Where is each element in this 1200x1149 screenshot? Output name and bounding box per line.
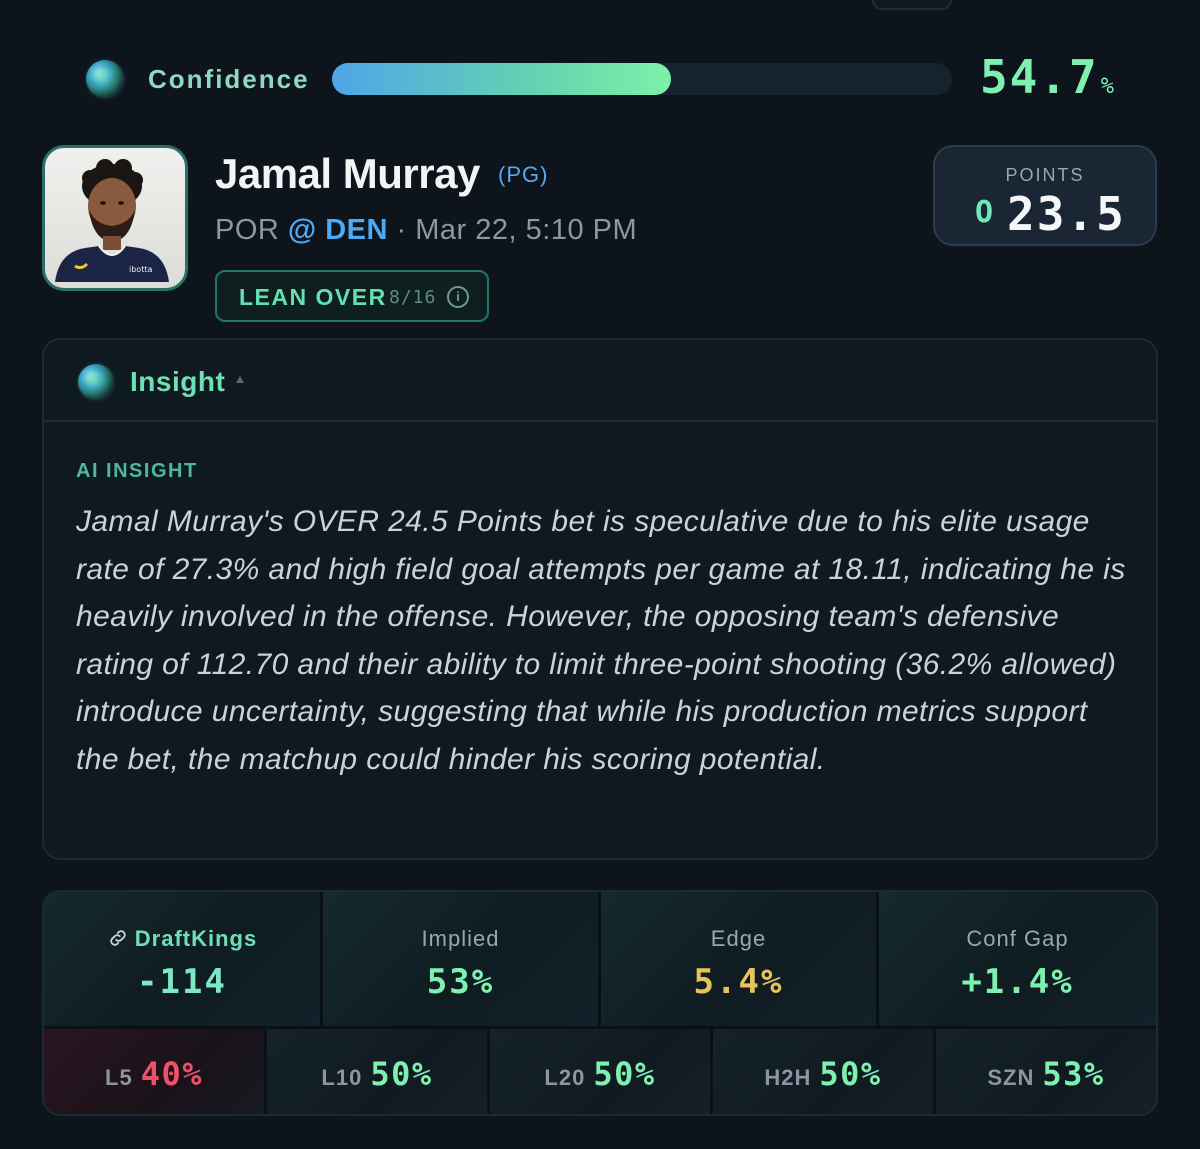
divider bbox=[933, 1029, 936, 1114]
edge-value: 5.4% bbox=[693, 962, 784, 1002]
implied-value: 53% bbox=[426, 962, 495, 1002]
prop-line-box: POINTS O 23.5 bbox=[933, 145, 1157, 246]
globe-brain-icon bbox=[86, 60, 124, 98]
hit-rate-l20: L20 50% bbox=[490, 1029, 710, 1114]
confidence-number: 54.7 bbox=[979, 50, 1099, 104]
confidence-unit: % bbox=[1100, 74, 1116, 99]
conf-gap-cell: Conf Gap +1.4% bbox=[879, 892, 1156, 1026]
game-matchup: POR @ DEN · Mar 22, 5:10 PM bbox=[215, 214, 637, 247]
hit-rate-row: L5 40% L10 50% L20 50% H2H 50% SZN 53% bbox=[44, 1026, 1156, 1114]
game-datetime: · Mar 22, 5:10 PM bbox=[396, 214, 638, 246]
implied-label: Implied bbox=[421, 926, 500, 951]
globe-brain-icon bbox=[78, 364, 114, 400]
divider bbox=[264, 1029, 267, 1114]
hit-rate-label: L5 bbox=[105, 1065, 133, 1090]
prop-stat-label: POINTS bbox=[1005, 165, 1085, 185]
lean-count: 8/16 bbox=[389, 287, 437, 308]
hit-rate-value: 50% bbox=[370, 1055, 433, 1093]
hit-rate-label: L10 bbox=[321, 1065, 363, 1090]
lean-label: LEAN OVER bbox=[239, 284, 387, 310]
confidence-label: Confidence bbox=[148, 64, 310, 94]
confidence-bar bbox=[332, 63, 952, 95]
ai-insight-label: AI INSIGHT bbox=[76, 460, 198, 482]
implied-cell: Implied 53% bbox=[323, 892, 598, 1026]
confidence-bar-fill bbox=[332, 63, 672, 95]
stats-card: DraftKings -114 Implied 53% Edge 5.4% Co… bbox=[42, 890, 1158, 1116]
hit-rate-value: 40% bbox=[140, 1055, 203, 1093]
divider bbox=[487, 1029, 490, 1114]
edge-label: Edge bbox=[710, 926, 767, 951]
hit-rate-h2h: H2H 50% bbox=[713, 1029, 933, 1114]
sportsbook-name: DraftKings bbox=[134, 926, 258, 951]
insight-header[interactable]: Insight bbox=[44, 340, 1156, 422]
edge-cell: Edge 5.4% bbox=[601, 892, 876, 1026]
odds-value: -114 bbox=[137, 962, 227, 1002]
svg-text:ibotta: ibotta bbox=[129, 265, 152, 274]
conf-gap-value: +1.4% bbox=[961, 962, 1074, 1002]
player-name: Jamal Murray bbox=[215, 150, 480, 197]
divider bbox=[598, 892, 601, 1026]
confidence-row: Confidence 54.7% bbox=[84, 50, 1124, 110]
hit-rate-label: H2H bbox=[764, 1065, 812, 1090]
divider bbox=[876, 892, 879, 1026]
player-headshot-icon: ibotta bbox=[55, 159, 169, 282]
hit-rate-value: 50% bbox=[819, 1055, 882, 1093]
prop-side: O bbox=[975, 195, 994, 230]
confidence-value: 54.7% bbox=[980, 50, 1116, 104]
info-icon[interactable]: i bbox=[447, 286, 469, 308]
conf-gap-label: Conf Gap bbox=[966, 926, 1069, 951]
hit-rate-szn: SZN 53% bbox=[936, 1029, 1156, 1114]
divider bbox=[710, 1029, 713, 1114]
caret-up-icon[interactable] bbox=[236, 376, 244, 383]
player-avatar: ibotta bbox=[42, 145, 188, 291]
hit-rate-value: 53% bbox=[1042, 1055, 1105, 1093]
ai-insight-text: Jamal Murray's OVER 24.5 Points bet is s… bbox=[76, 505, 1126, 776]
player-position: (PG) bbox=[498, 162, 549, 187]
insight-card: Insight AI INSIGHT Jamal Murray's OVER 2… bbox=[42, 338, 1158, 860]
insight-title: Insight bbox=[130, 366, 226, 397]
hit-rate-value: 50% bbox=[593, 1055, 656, 1093]
sportsbook-label[interactable]: DraftKings bbox=[44, 926, 320, 952]
lean-badge[interactable]: LEAN OVER 8/16 i bbox=[215, 270, 489, 322]
divider bbox=[320, 892, 323, 1026]
sportsbook-cell[interactable]: DraftKings -114 bbox=[44, 892, 320, 1026]
hit-rate-l5: L5 40% bbox=[44, 1029, 264, 1114]
home-team: @ DEN bbox=[287, 214, 388, 246]
prop-line-value: 23.5 bbox=[1007, 187, 1126, 241]
hit-rate-label: L20 bbox=[544, 1065, 586, 1090]
top-handle bbox=[872, 0, 952, 10]
hit-rate-label: SZN bbox=[987, 1065, 1035, 1090]
hit-rate-l10: L10 50% bbox=[267, 1029, 487, 1114]
away-team: POR bbox=[215, 214, 280, 246]
link-icon bbox=[110, 930, 126, 946]
